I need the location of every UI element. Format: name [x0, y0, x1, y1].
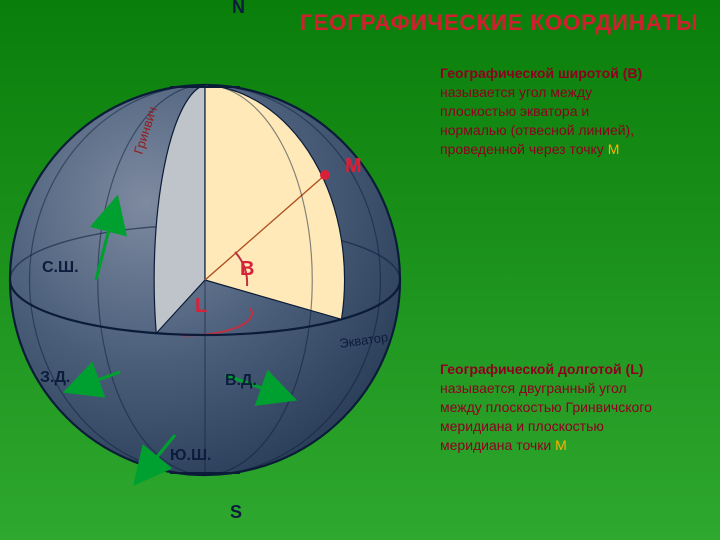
- label-nlat: С.Ш.: [42, 259, 79, 276]
- label-wlon: З.Д.: [40, 369, 70, 386]
- label-slat: Ю.Ш.: [170, 447, 211, 464]
- label-b: B: [240, 258, 254, 280]
- label-elon: В.Д.: [225, 372, 257, 389]
- diagram-svg: NSMBLС.Ш.Ю.Ш.З.Д.В.Д.ЭкваторГринвич: [0, 0, 720, 540]
- label-l: L: [195, 295, 207, 317]
- label-n: N: [232, 0, 245, 17]
- point-meridian-plane: [205, 85, 345, 319]
- label-s: S: [230, 502, 242, 522]
- label-m: M: [345, 155, 362, 177]
- point-m: [320, 170, 330, 180]
